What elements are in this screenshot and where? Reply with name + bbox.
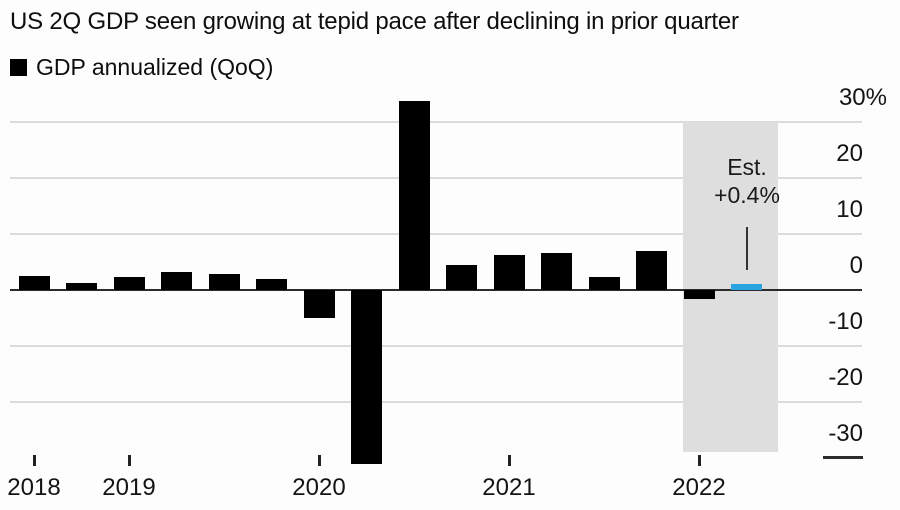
estimate-annotation: Est. +0.4%	[677, 153, 817, 209]
y-axis-label: -10	[828, 307, 863, 335]
estimate-annotation-line1: Est.	[727, 154, 767, 180]
y-axis-label: 30%	[838, 84, 887, 112]
gridline	[10, 177, 862, 180]
estimate-band	[683, 122, 778, 452]
bar-2021-q4	[636, 251, 667, 290]
bar-2020-q4	[446, 264, 477, 290]
y-axis-label: 10	[836, 196, 863, 224]
legend: GDP annualized (QoQ)	[10, 54, 273, 81]
y-axis-label: -30	[828, 419, 863, 447]
x-axis-label-2018: 2018	[7, 474, 61, 501]
bar-2021-q2	[541, 252, 572, 290]
axis-baseline-stub	[823, 455, 863, 459]
legend-label: GDP annualized (QoQ)	[36, 54, 274, 80]
x-axis-label-2019: 2019	[102, 474, 156, 501]
bar-2019-q4	[256, 279, 287, 290]
bar-2020-q2	[351, 290, 382, 465]
gridline	[10, 121, 862, 124]
bar-2022-q2-est	[731, 284, 762, 290]
bar-2021-q3	[588, 277, 620, 290]
bar-2022-q1	[683, 290, 715, 299]
bar-2019-q2	[161, 272, 192, 290]
x-axis-label-2022: 2022	[672, 474, 726, 501]
y-axis-label: 0	[849, 252, 863, 279]
gridline	[10, 344, 862, 347]
bar-2019-q3	[208, 274, 240, 290]
bar-2018-q4	[66, 282, 97, 290]
legend-swatch-icon	[10, 59, 27, 76]
x-axis-tick	[318, 455, 321, 466]
chart-title: US 2Q GDP seen growing at tepid pace aft…	[10, 8, 739, 35]
estimate-callout-line	[746, 227, 748, 270]
x-axis-label-2021: 2021	[482, 474, 536, 501]
bar-2020-q3	[398, 101, 430, 290]
estimate-annotation-line2: +0.4%	[714, 182, 780, 208]
y-axis-label: -20	[828, 363, 863, 391]
x-axis-label-2020: 2020	[292, 474, 346, 501]
zero-axis-line	[10, 289, 862, 291]
x-axis-tick	[33, 455, 36, 466]
gridline	[10, 233, 862, 236]
bar-2019-q1	[113, 276, 145, 290]
bar-2021-q1	[493, 254, 525, 290]
x-axis-tick	[698, 455, 701, 466]
bar-2020-q1	[303, 290, 335, 319]
y-axis-label: 20	[836, 140, 863, 168]
x-axis-tick	[508, 455, 511, 466]
bar-2018-q3	[18, 276, 50, 290]
gridline	[10, 400, 862, 403]
x-axis-tick	[128, 455, 131, 466]
